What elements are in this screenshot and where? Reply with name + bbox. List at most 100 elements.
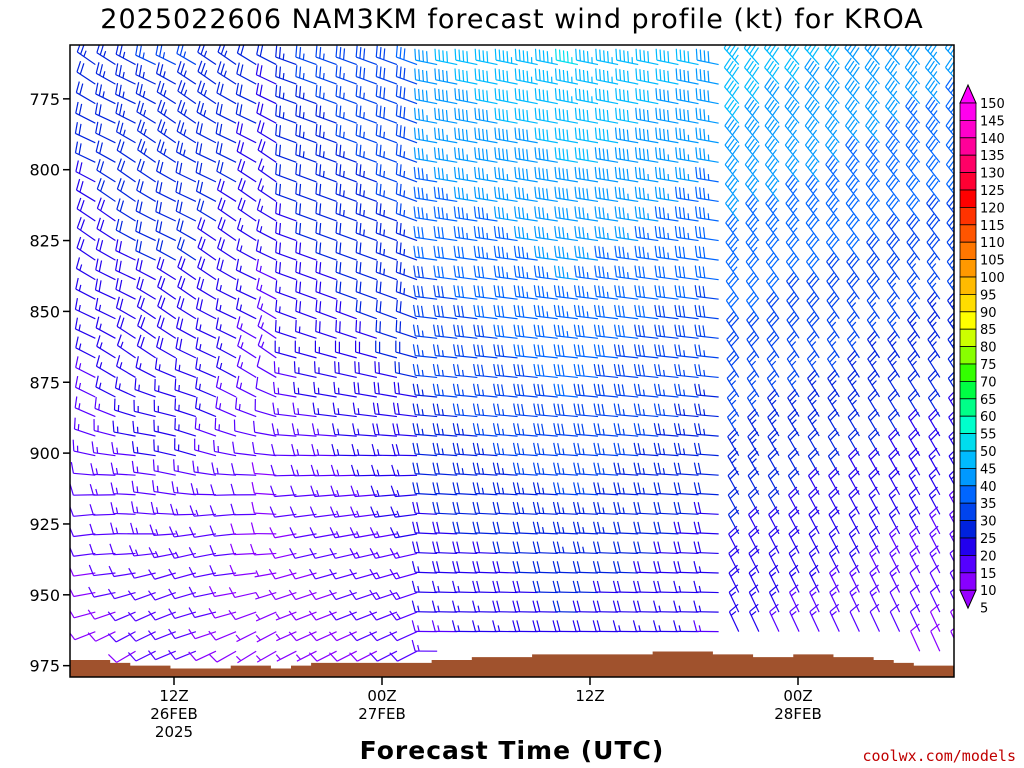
barb-flag [748, 255, 757, 266]
barb-flag [239, 104, 243, 116]
wind-barb [74, 122, 96, 144]
barb-flag [517, 206, 521, 219]
wind-barb [255, 611, 277, 622]
barb-flag [566, 51, 569, 63]
barb-flag [554, 127, 557, 139]
wind-barb [89, 504, 116, 516]
barb-flag [657, 403, 662, 416]
barb-staff [676, 374, 699, 379]
barb-half-flag [647, 213, 650, 220]
barb-flag [513, 344, 517, 356]
barb-flag [513, 226, 517, 238]
barb-flag [375, 320, 378, 332]
barb-staff [355, 173, 378, 183]
wind-barb [653, 541, 679, 555]
wind-barb [175, 337, 197, 359]
barb-flag [116, 178, 122, 190]
wind-barb [130, 522, 156, 535]
barb-flag [119, 45, 123, 57]
wind-barb [633, 580, 659, 594]
barb-half-flag [396, 551, 401, 558]
barb-half-flag [627, 193, 629, 200]
barb-flag [658, 324, 662, 337]
barb-flag [436, 561, 440, 573]
barb-flag [473, 226, 477, 238]
barb-flag [572, 620, 577, 632]
barb-flag [746, 80, 755, 91]
barb-staff [676, 138, 699, 144]
barb-flag [518, 69, 521, 81]
barb-flag [532, 580, 537, 593]
barb-staff [455, 295, 478, 300]
wind-barb [295, 650, 317, 662]
barb-flag [637, 482, 641, 494]
wind-barb [453, 324, 478, 339]
barb-half-flag [78, 403, 81, 410]
barb-staff [576, 354, 599, 359]
barb-staff [314, 392, 337, 398]
barb-flag [196, 100, 201, 113]
barb-flag [176, 296, 182, 308]
barb-flag [593, 462, 597, 474]
barb-flag [75, 101, 79, 114]
wind-barb [275, 241, 297, 261]
barb-flag [432, 462, 436, 474]
barb-flag [655, 107, 658, 120]
barb-half-flag [486, 232, 489, 240]
barb-staff [616, 433, 639, 437]
barb-flag [333, 381, 336, 394]
wind-barb [472, 423, 498, 437]
barb-flag [208, 607, 216, 619]
wind-barb [532, 600, 558, 613]
barb-flag [308, 610, 317, 621]
barb-staff [396, 134, 418, 144]
barb-flag [633, 541, 637, 553]
barb-staff [696, 433, 719, 437]
wind-barb [155, 219, 177, 242]
barb-flag [553, 363, 557, 376]
barb-flag [200, 238, 206, 250]
barb-flag [658, 344, 662, 357]
barb-flag [486, 70, 489, 83]
wind-barb [653, 521, 679, 535]
wind-barb [694, 226, 719, 242]
barb-flag [437, 285, 440, 298]
wind-barb [673, 600, 699, 613]
barb-half-flag [542, 468, 545, 475]
barb-staff [495, 512, 518, 515]
barb-staff [495, 591, 518, 594]
barb-half-flag [562, 487, 565, 495]
wind-barb [592, 541, 619, 555]
wind-barb [454, 88, 478, 105]
barb-flag [335, 299, 338, 312]
barb-flag [598, 246, 601, 258]
barb-staff [725, 203, 740, 222]
barb-staff [315, 310, 337, 320]
wind-barb [195, 396, 217, 418]
barb-staff [656, 276, 679, 281]
wind-barb [355, 45, 378, 66]
barb-flag [127, 632, 137, 642]
barb-flag [658, 147, 662, 160]
wind-barb [176, 60, 197, 85]
barb-flag [453, 324, 457, 336]
wind-barb [553, 344, 578, 359]
barb-flag [136, 100, 141, 112]
barb-flag [95, 238, 100, 250]
wind-barb [197, 256, 217, 281]
barb-staff [234, 452, 257, 457]
barb-half-flag [732, 188, 738, 194]
barb-staff [214, 45, 216, 46]
barb-flag [674, 324, 678, 336]
barb-flag [512, 600, 517, 612]
wind-barb [295, 241, 317, 261]
barb-half-flag [198, 403, 201, 410]
wind-barb [655, 48, 679, 66]
barb-flag [766, 60, 775, 71]
barb-staff [616, 256, 639, 261]
barb-flag [159, 161, 164, 174]
barb-flag [546, 129, 549, 142]
barb-flag [653, 383, 658, 396]
wind-barb [765, 272, 780, 300]
barb-staff [415, 177, 438, 183]
